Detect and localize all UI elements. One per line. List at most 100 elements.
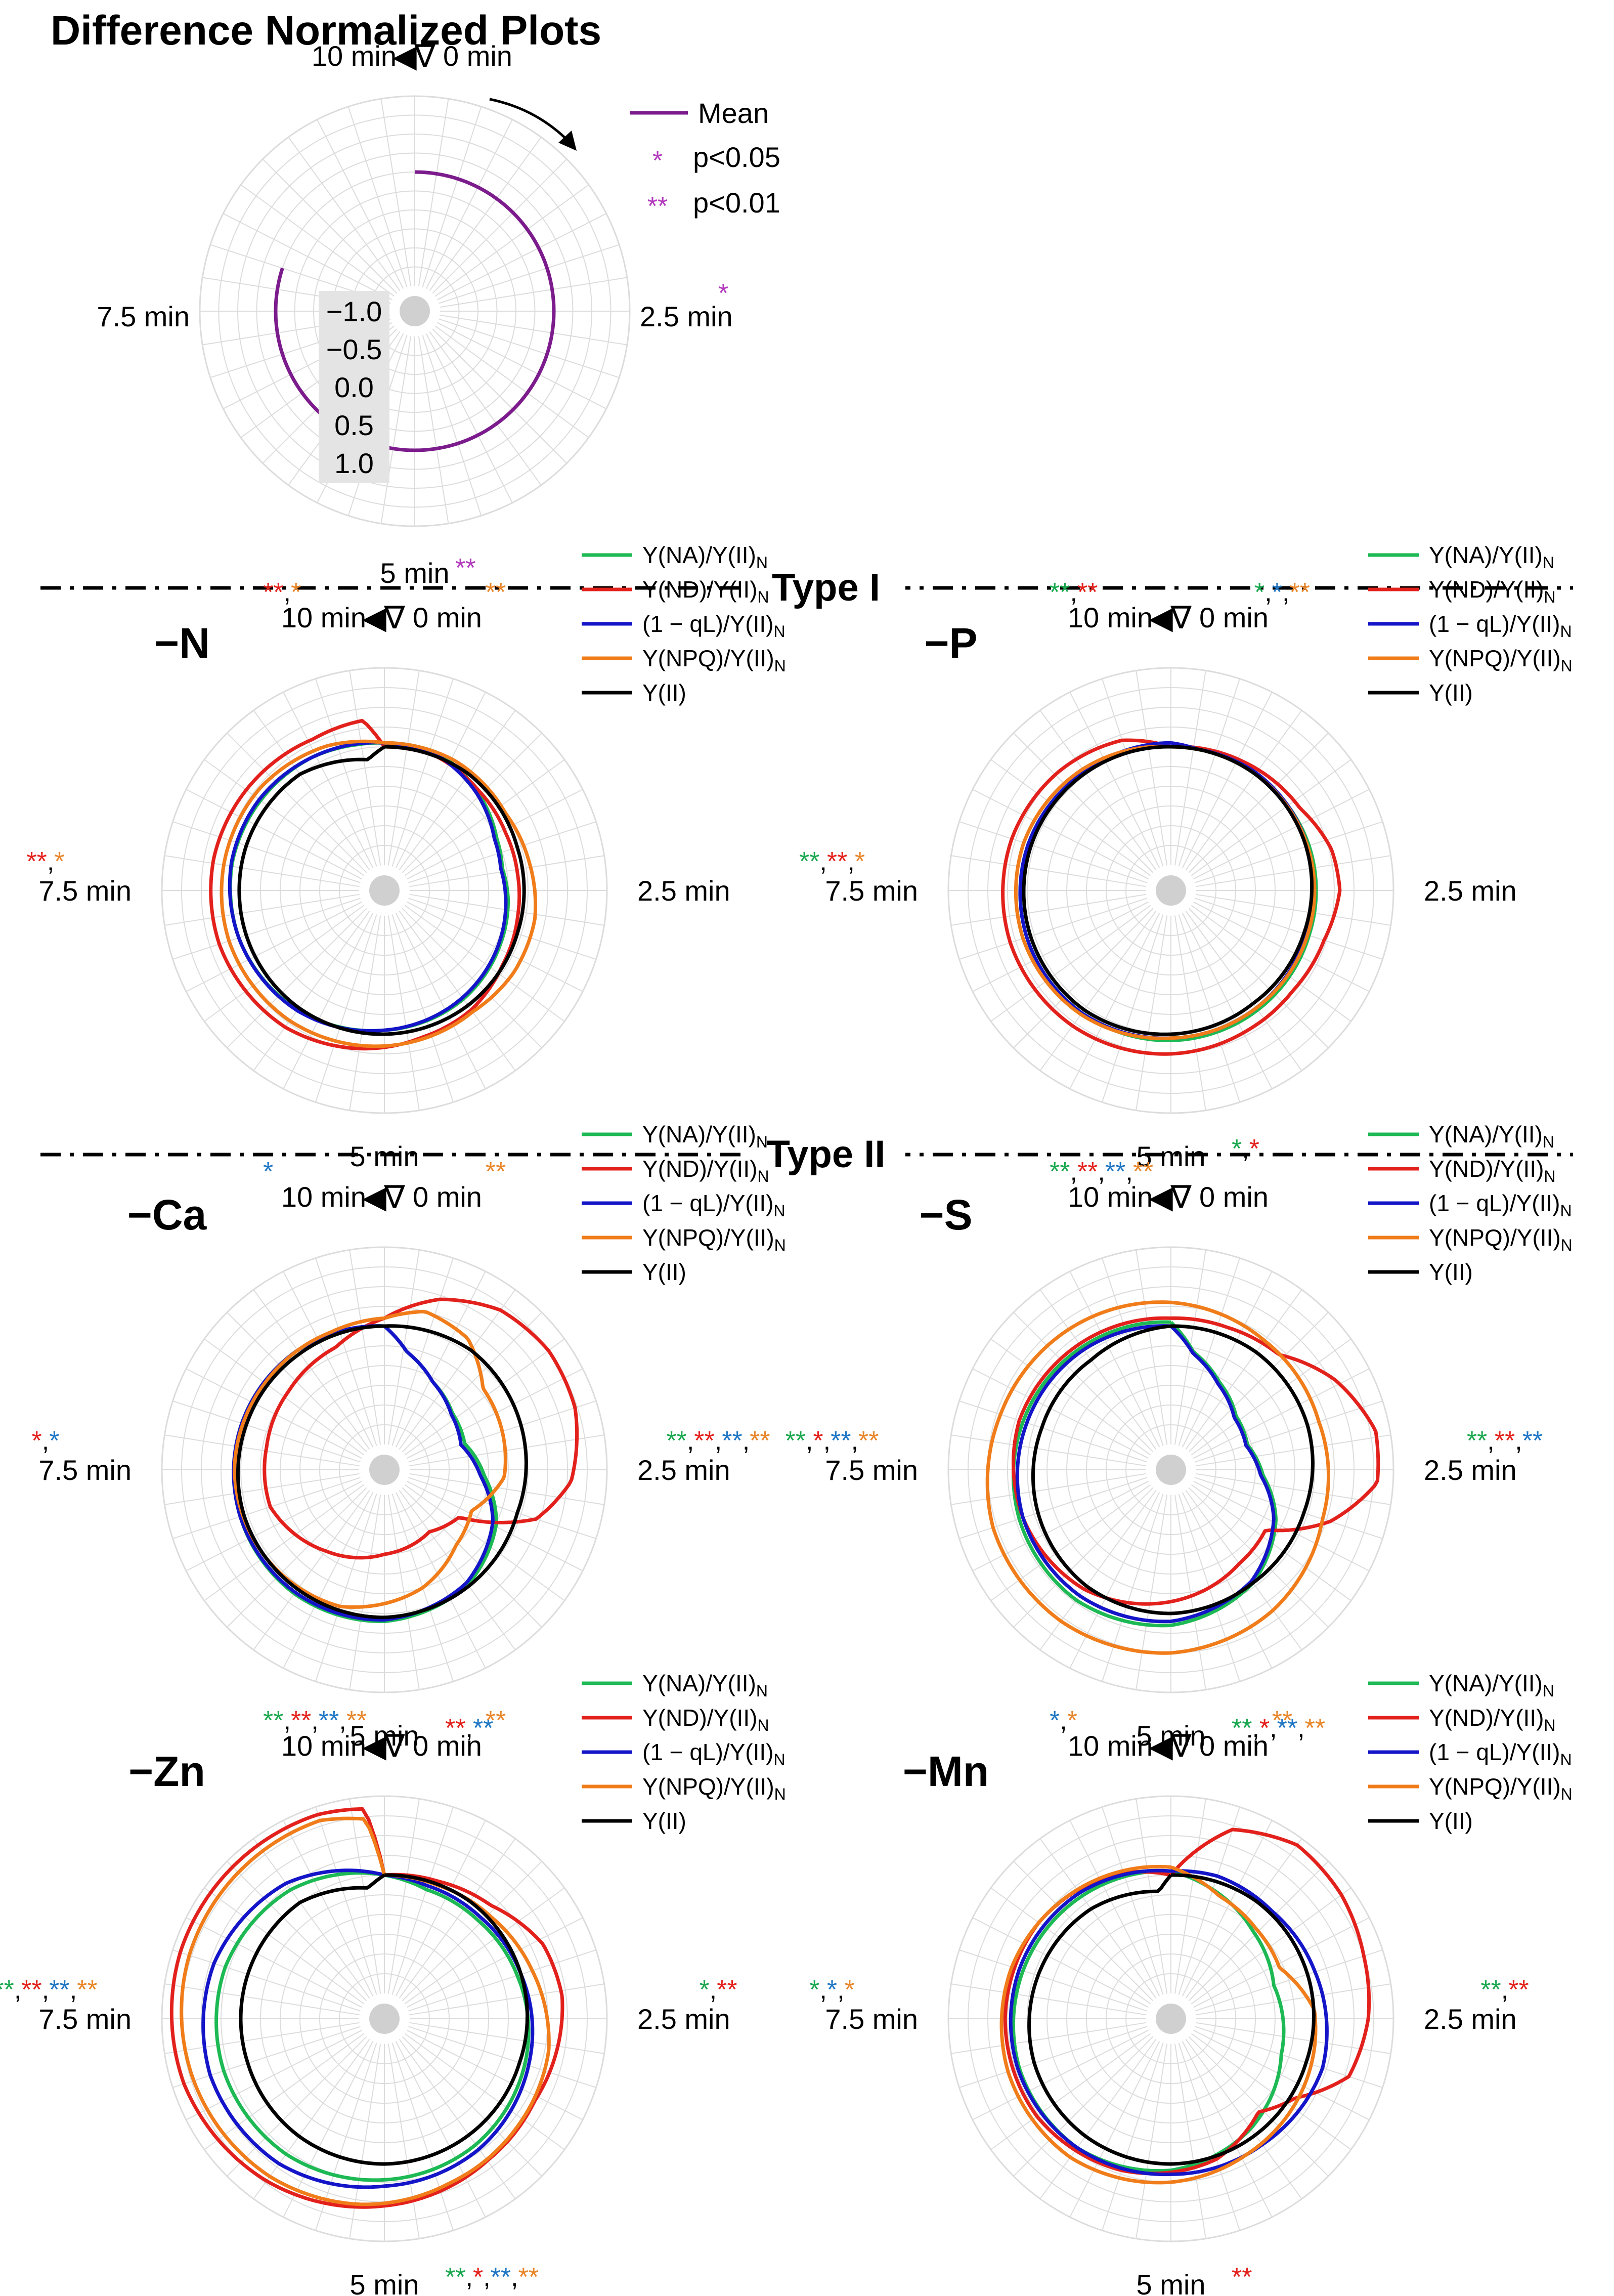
mean-radial-tick-box <box>319 405 389 445</box>
panel-5-grid-spoke <box>349 1799 381 1994</box>
mean-label-5min: 5 min <box>380 557 450 589</box>
panel-2-grid-spoke <box>1174 915 1206 1111</box>
panel-2-grid-spoke <box>1136 915 1168 1111</box>
panel-6-grid-spoke <box>1182 1820 1273 1996</box>
legend-p05: p<0.05 <box>693 141 780 173</box>
panel-4-grid-spoke <box>1182 1492 1273 1669</box>
panel-3-legend-yna: Y(NA)/Y(II)N <box>642 1121 768 1151</box>
panel-6-grid-spoke <box>990 1887 1151 2005</box>
legend-p01: p<0.01 <box>693 187 780 219</box>
panel-6-sig-5min: ** <box>1232 2263 1252 2292</box>
panel-3-grid-spoke <box>315 1494 377 1682</box>
panel-2-grid-spoke <box>1182 692 1273 868</box>
panel-6-grid-spoke <box>1196 1983 1391 2016</box>
grid-layer <box>161 95 1394 2242</box>
panel-4-label-2.5min: 2.5 min <box>1424 1454 1517 1486</box>
panel-6-grid-spoke <box>1174 1799 1206 1994</box>
panel-5-grid-spoke <box>253 1838 370 1999</box>
panel-4-grid-spoke <box>1195 1400 1383 1463</box>
panel-2-grid-spoke <box>1191 905 1351 1022</box>
panel-2-grid-spoke <box>1196 894 1391 926</box>
panel-3-title: −Ca <box>127 1191 207 1239</box>
panel-4-grid-spoke <box>1102 1494 1164 1682</box>
panel-5-label-0min: 0 min <box>413 1730 482 1762</box>
mean-grid-spoke <box>380 99 412 286</box>
panel-6-label-10min: 10 min <box>1068 1730 1153 1762</box>
panel-6-series-y-ii- <box>1027 1873 1316 2166</box>
panel-1-grid-spoke <box>409 855 604 887</box>
mean-label-0min: 0 min <box>443 40 512 72</box>
mean-grid-spoke <box>347 106 408 287</box>
clockwise-arrow-head-icon <box>558 131 577 151</box>
panel-1-grid-spoke <box>204 759 365 876</box>
panel-6-grid-spoke <box>1191 1887 1351 2005</box>
panel-6-title: −Mn <box>903 1748 989 1795</box>
panel-1-grid-spoke <box>399 710 516 871</box>
panel-6-label-0min: 0 min <box>1199 1730 1269 1762</box>
mean-grid-spoke <box>418 99 449 286</box>
panel-5-grid-spoke <box>227 2036 367 2177</box>
legend-p01-marker: ** <box>647 192 668 221</box>
panel-2-center-hub <box>1156 875 1186 906</box>
panel-1-label-0min: 0 min <box>413 602 482 633</box>
panel-4-grid-spoke <box>1185 1289 1302 1450</box>
panel-1-legend-npq: Y(NPQ)/Y(II)N <box>642 645 786 675</box>
mean-label-2.5min: 2.5 min <box>640 301 733 332</box>
panel-3-grid-spoke <box>349 1495 381 1690</box>
panel-3-grid-spoke <box>404 1338 565 1456</box>
panel-1-grid-spoke <box>404 905 565 1022</box>
panel-1-grid-spoke <box>315 678 377 867</box>
panel-5-grid-spoke <box>395 1820 486 1996</box>
panel-1-grid-spoke <box>407 901 583 992</box>
panel-6-grid-spoke <box>951 1983 1146 2016</box>
panel-2-grid-spoke <box>1195 821 1383 883</box>
panel-5-sig-5min: **,*,**,** <box>445 2263 539 2292</box>
panel-1-grid-spoke <box>227 733 367 873</box>
panel-6-sig-0min: ** <box>1272 1706 1292 1735</box>
panel-6-legend-ynd: Y(ND)/Y(II)N <box>1429 1705 1556 1734</box>
mean-grid-spoke <box>429 331 542 486</box>
panel-6-start-marker-filled: ◀ <box>1149 1729 1173 1764</box>
panel-4-grid-spoke <box>1188 1487 1329 1628</box>
panel-5-legend-npq: Y(NPQ)/Y(II)N <box>642 1773 786 1803</box>
panel-5-grid-spoke <box>399 2038 516 2199</box>
panel-3-grid-spoke <box>409 1473 604 1505</box>
panel-5-grid-spoke <box>172 1949 361 2012</box>
panel-5-sig-10min: **,**,**,** <box>263 1706 367 1735</box>
panel-5-series--1-ql-y-ii-n <box>201 1868 535 2189</box>
panel-6-grid-spoke <box>1136 1799 1168 1994</box>
panel-2-grid-spoke <box>959 821 1147 883</box>
mean-grid-spoke <box>380 336 412 524</box>
panel-4-grid-spoke <box>972 1480 1149 1571</box>
panel-4-grid-spoke <box>1196 1434 1391 1467</box>
panel-5-legend-ynd: Y(ND)/Y(II)N <box>642 1705 769 1734</box>
panel-3-label-5min: 5 min <box>350 1720 419 1752</box>
mean-grid-spoke <box>418 336 449 524</box>
mean-grid-spoke <box>440 277 627 308</box>
panel-2-grid-spoke <box>1193 901 1370 992</box>
panel-5-grid <box>161 1795 608 2242</box>
panel-6-grid-spoke <box>1136 2044 1168 2239</box>
type-i-divider-label-bg <box>749 563 905 613</box>
mean-radial-tick-label: −1.0 <box>326 295 382 327</box>
panel-4-series-y-nd-y-ii-n <box>1012 1316 1380 1606</box>
panel-2-series-y-nd-y-ii-n <box>1001 738 1342 1056</box>
panel-3-grid-spoke <box>391 1258 454 1446</box>
panel-1-label-10min: 10 min <box>281 602 366 633</box>
panel-4-grid-spoke <box>959 1400 1147 1463</box>
panel-6-start-marker-open: ∇ <box>1170 1729 1192 1764</box>
panel-1-series-y-npq-y-ii-n <box>220 739 538 1048</box>
panel-3-grid-spoke <box>387 1495 420 1690</box>
mean-grid-spoke <box>440 314 627 346</box>
mean-grid-spoke <box>429 137 542 291</box>
mean-center-hub <box>400 296 430 326</box>
mean-grid-spoke <box>434 184 589 297</box>
type-ii-divider-label-bg <box>749 1129 905 1180</box>
mean-grid-spoke <box>432 158 568 294</box>
panel-2-grid-spoke <box>1193 789 1370 880</box>
panel-4-grid-spoke <box>1039 1490 1157 1650</box>
panel-1-grid-spoke <box>402 733 542 873</box>
panel-2-grid-spoke <box>972 901 1149 992</box>
panel-1-start-marker-filled: ◀ <box>362 601 386 635</box>
mean-radial-tick-label: 1.0 <box>334 447 374 479</box>
